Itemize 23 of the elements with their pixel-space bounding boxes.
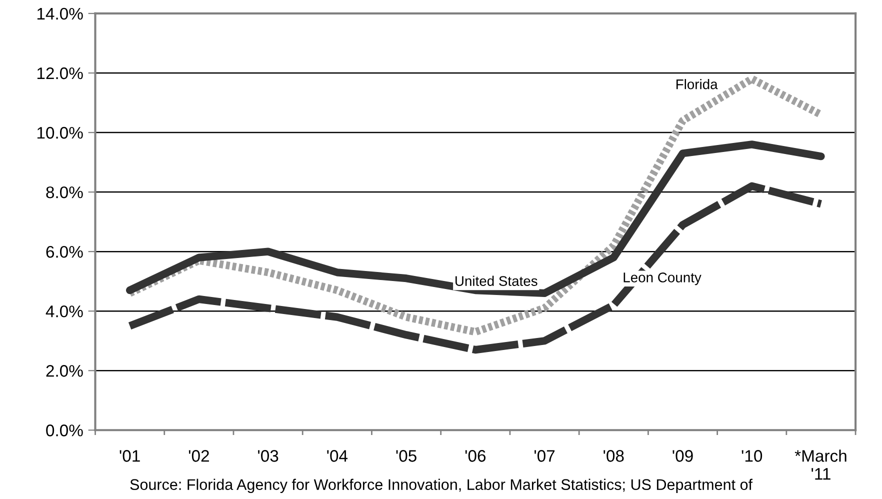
series-label: United States: [456, 276, 538, 286]
x-tick-label: '03: [258, 450, 278, 462]
y-tick-label: 8.0%: [46, 186, 83, 198]
x-tick-label: '08: [604, 450, 624, 462]
x-tick-label: *March '11: [794, 450, 846, 480]
x-tick-label: '05: [396, 450, 416, 462]
x-tick-label: '06: [465, 450, 486, 462]
y-tick-label: 14.0%: [37, 8, 83, 20]
x-tick-label: '04: [327, 450, 348, 462]
y-tick-label: 12.0%: [37, 67, 83, 80]
x-tick-label: '02: [188, 450, 209, 462]
y-tick-label: 10.0%: [37, 126, 83, 139]
y-tick-label: 6.0%: [46, 246, 83, 258]
x-tick-label: '01: [120, 450, 140, 462]
y-tick-label: 2.0%: [46, 365, 83, 377]
y-tick-label: 0.0%: [46, 424, 83, 436]
x-tick-label: '10: [742, 450, 762, 462]
series-label: Florida: [676, 79, 718, 90]
y-tick-label: 4.0%: [46, 305, 83, 318]
x-tick-label: '07: [534, 450, 555, 462]
source-note: Source: Florida Agency for Workforce Innovation, Labor Market Statistics; US Department of: [130, 478, 753, 494]
x-tick-label: '09: [672, 450, 693, 462]
series-label: Leon County: [624, 272, 702, 286]
